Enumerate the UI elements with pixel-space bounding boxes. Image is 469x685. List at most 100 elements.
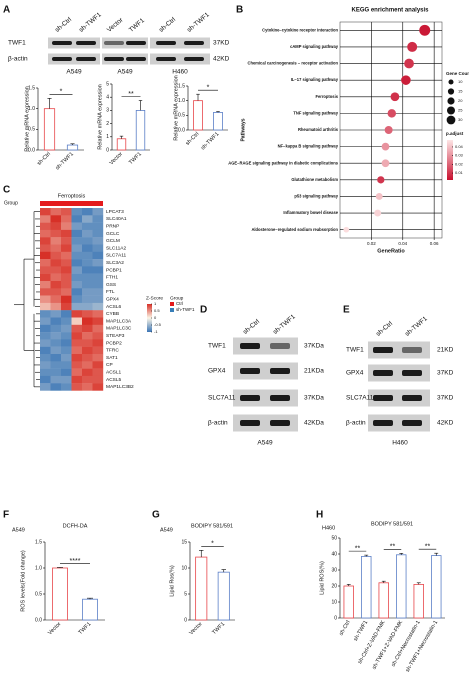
panel-letter: G	[152, 510, 160, 521]
significance-label: ****	[70, 558, 81, 565]
y-tick-label: 5	[184, 591, 187, 597]
blot-band	[270, 342, 290, 350]
blot-band	[104, 57, 124, 61]
heat-cell	[92, 324, 104, 333]
heat-cell	[82, 295, 93, 304]
legend-swatch	[170, 308, 174, 312]
y-tick-label: 0.0	[178, 127, 185, 133]
blot-size: 42KDa	[304, 420, 324, 427]
heat-cell	[92, 383, 104, 391]
legend-dot	[447, 97, 455, 105]
chart-title: KEGG enrichment analysis	[351, 8, 429, 14]
blot-band	[126, 41, 146, 45]
heat-cell	[82, 302, 93, 311]
heat-cell	[82, 288, 93, 296]
significance-label: **	[425, 544, 431, 551]
panel-letter: H	[316, 510, 323, 521]
legend-title: p.adjust	[446, 131, 464, 136]
y-tick-label: 10	[181, 565, 187, 571]
blot-strip	[233, 389, 298, 407]
heat-cell	[61, 288, 72, 296]
row-label: LPCAT3	[106, 209, 124, 215]
error-bar	[138, 100, 143, 111]
heat-cell	[92, 339, 104, 347]
error-bar	[199, 550, 204, 558]
heat-cell	[82, 215, 93, 223]
bar	[195, 556, 208, 621]
legend-swatch	[170, 302, 174, 306]
heat-cell	[71, 215, 83, 223]
heat-cell	[40, 208, 51, 216]
y-tick-label: 1.0	[35, 565, 42, 571]
heat-cell	[82, 251, 93, 260]
heat-cell	[61, 259, 72, 267]
row-label: SLC40A1	[106, 216, 127, 222]
y-axis-label: Lipid ROS(%)	[319, 561, 325, 595]
heat-cell	[71, 346, 83, 355]
error-bar	[416, 582, 421, 585]
bar	[431, 555, 442, 619]
y-axis-label: Lipid Ros(%)	[169, 565, 175, 597]
bar	[66, 144, 79, 151]
heat-cell	[50, 244, 62, 252]
heat-cell	[92, 229, 104, 238]
colorbar	[147, 304, 152, 332]
heat-cell	[92, 346, 104, 355]
heat-cell	[61, 266, 72, 274]
heat-cell	[61, 368, 72, 377]
panel-letter: E	[343, 305, 350, 316]
heat-cell	[82, 229, 93, 238]
blot-size: 37KD	[437, 395, 454, 402]
blot-band	[402, 419, 422, 427]
heat-cell	[50, 332, 62, 340]
blot-band	[126, 57, 146, 61]
error-bar	[119, 135, 124, 139]
dot	[375, 192, 383, 200]
row-label: CYBB	[106, 311, 119, 317]
heat-cell	[61, 324, 72, 333]
bar	[52, 567, 68, 621]
heat-cell	[40, 273, 51, 282]
bar	[213, 112, 223, 131]
blot-band	[184, 41, 204, 45]
row-label: SLC7A11	[106, 253, 127, 259]
dot	[387, 109, 397, 118]
y-tick-label: 50	[331, 535, 337, 541]
heat-cell	[50, 339, 62, 347]
y-tick-label: 1.0	[178, 98, 185, 104]
heat-cell	[82, 332, 93, 340]
blot-strip	[48, 53, 100, 65]
heat-cell	[61, 339, 72, 347]
heat-cell	[50, 237, 62, 245]
heat-cell	[40, 346, 51, 355]
row-label: MAP1LC3B2	[106, 384, 134, 390]
heat-cell	[40, 288, 51, 296]
row-label: SLC11A2	[106, 245, 127, 251]
heat-cell	[82, 346, 93, 355]
blot-strip	[233, 362, 298, 380]
cell-line: H460	[392, 440, 408, 447]
blot-band	[52, 57, 72, 61]
dot	[377, 176, 385, 184]
legend-dot	[447, 88, 455, 95]
heat-cell	[50, 361, 62, 369]
y-tick-label: 0.5	[178, 113, 185, 119]
significance-label: *	[60, 89, 63, 96]
row-label: PRNP	[106, 224, 119, 230]
colorbar-label: 0.04	[455, 144, 464, 149]
dot	[401, 75, 411, 85]
heat-cell	[50, 266, 62, 274]
heat-cell	[40, 295, 51, 304]
heat-cell	[61, 244, 72, 252]
blot-strip	[233, 414, 298, 432]
heat-cell	[82, 375, 93, 384]
blot-band	[240, 342, 260, 350]
heat-cell	[71, 208, 83, 216]
heat-cell	[40, 324, 51, 333]
panel-letter: F	[3, 510, 9, 521]
colorbar-label: -1	[154, 329, 158, 334]
legend-dot	[447, 106, 455, 115]
heat-cell	[40, 222, 51, 231]
legend-dot	[448, 79, 454, 85]
significance-label: **	[355, 545, 361, 552]
